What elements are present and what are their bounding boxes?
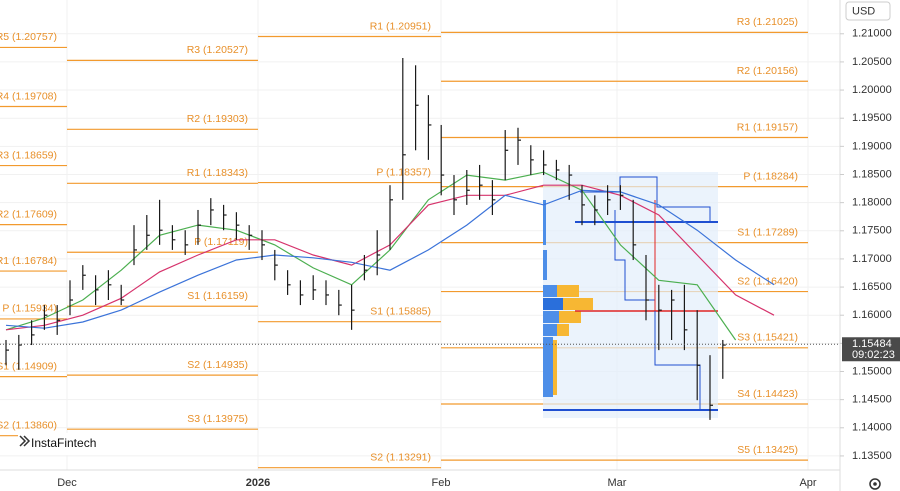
currency: USD — [852, 5, 875, 17]
pivot-label: S3 (1.15421) — [737, 332, 798, 344]
pivot-label: R3 (1.21025) — [737, 16, 798, 28]
logo: InstaFintech — [18, 433, 103, 455]
x-tick-label: Feb — [432, 477, 451, 489]
pivot-label: R2 (1.19303) — [187, 113, 248, 125]
pivot-label: P (1.15934) — [2, 303, 57, 315]
y-tick-label: 1.17000 — [852, 253, 892, 265]
x-tick-label: Mar — [608, 477, 627, 489]
x-tick-label: 2026 — [246, 477, 270, 489]
y-tick-label: 1.19000 — [852, 140, 892, 152]
pivot-label: S4 (1.14423) — [737, 388, 798, 400]
pivot-label: R3 (1.20527) — [187, 44, 248, 56]
y-tick-label: 1.16000 — [852, 309, 892, 321]
pivot-label: P (1.17119) — [194, 236, 248, 248]
current-price-box — [842, 337, 900, 362]
y-tick-label: 1.21000 — [852, 28, 892, 40]
pivot-label: S1 (1.17289) — [737, 226, 798, 238]
currency-selector[interactable] — [845, 1, 891, 21]
pivot-label: R1 (1.19157) — [737, 121, 798, 133]
y-tick-label: 1.20000 — [852, 84, 892, 96]
pivot-label: R2 (1.20156) — [737, 65, 798, 77]
pivot-label: R4 (1.19708) — [0, 90, 57, 102]
x-tick-label: Apr — [799, 477, 816, 489]
moving-average — [5, 189, 775, 329]
pivot-label: S1 (1.16159) — [187, 290, 248, 302]
y-tick-label: 1.15000 — [852, 365, 892, 377]
y-tick-label: 1.19500 — [852, 112, 892, 124]
pivot-label: R1 (1.20951) — [370, 20, 431, 32]
pivot-label: S3 (1.13975) — [187, 413, 248, 425]
logo-text: InstaFintech — [31, 436, 96, 450]
pivot-label: S5 (1.13425) — [737, 444, 798, 456]
y-tick-label: 1.18000 — [852, 197, 892, 209]
y-tick-label: 1.16500 — [852, 281, 892, 293]
pivot-label: S1 (1.15885) — [370, 305, 431, 317]
pivot-label: R1 (1.16784) — [0, 255, 57, 267]
pivot-label: R5 (1.20757) — [0, 31, 57, 43]
y-tick-label: 1.14500 — [852, 394, 892, 406]
volume-profile — [543, 172, 718, 418]
y-tick-label: 1.14000 — [852, 422, 892, 434]
y-tick-label: 1.18500 — [852, 168, 892, 180]
pivot-label: S2 (1.13860) — [0, 419, 57, 431]
y-tick-label: 1.20500 — [852, 56, 892, 68]
y-tick-label: 1.13500 — [852, 450, 892, 462]
pivot-label: S2 (1.13291) — [370, 451, 431, 463]
pivot-label: P (1.18284) — [743, 170, 798, 182]
pivot-label: S1 (1.14909) — [0, 360, 57, 372]
pivot-label: R2 (1.17609) — [0, 208, 57, 220]
pivot-label: P (1.18357) — [376, 166, 431, 178]
current-price-label: 1.15484 — [852, 338, 892, 350]
pivot-label: R1 (1.18343) — [187, 167, 248, 179]
x-tick-label: Dec — [57, 477, 77, 489]
pivot-label: R3 (1.18659) — [0, 149, 57, 161]
y-tick-label: 1.17500 — [852, 225, 892, 237]
moving-average — [5, 171, 737, 341]
pivot-label: S2 (1.14935) — [187, 359, 248, 371]
settings-button[interactable] — [869, 478, 881, 490]
current-time-label: 09:02:23 — [852, 349, 895, 361]
